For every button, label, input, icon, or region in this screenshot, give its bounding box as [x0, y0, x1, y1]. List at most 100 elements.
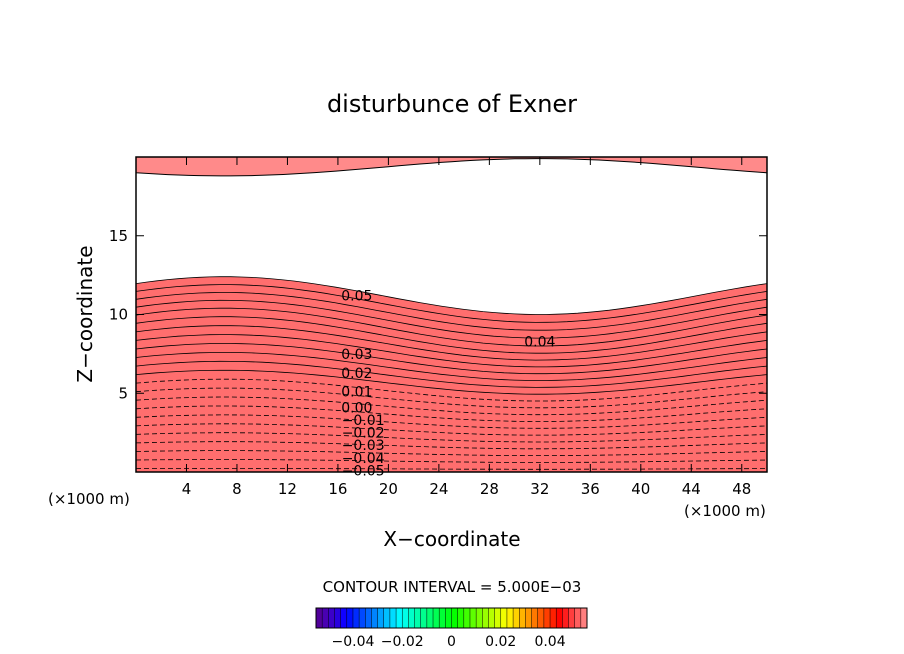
contour-line — [135, 441, 768, 450]
colorbar-segment — [556, 608, 563, 628]
colorbar — [315, 608, 588, 628]
colorbar-segment — [525, 608, 533, 628]
colorbar-segment — [469, 608, 477, 628]
colorbar-segment — [568, 608, 576, 628]
contour-label: −0.02 — [342, 426, 385, 442]
colorbar-segment — [580, 608, 588, 628]
colorbar-segment — [550, 608, 557, 628]
y-tick-label: 5 — [118, 384, 128, 402]
contour-line — [135, 414, 768, 429]
colorbar-segment — [562, 608, 570, 628]
contour-line — [135, 432, 768, 443]
y-axis-ticks: 5 10 15 — [109, 227, 767, 402]
x-tick-label: 8 — [232, 480, 242, 498]
colorbar-segment — [500, 608, 508, 628]
colorbar-tick-label: −0.02 — [381, 634, 424, 650]
contour-line — [135, 334, 768, 368]
contour-band — [136, 276, 767, 472]
colorbar-segment — [359, 608, 366, 628]
x-tick-label: 40 — [631, 480, 650, 498]
colorbar-segment — [426, 608, 434, 628]
y-axis-label: Z−coordinate — [73, 245, 97, 382]
contour-line — [135, 369, 768, 395]
contour-label: 0.01 — [341, 385, 372, 401]
colorbar-frame — [315, 607, 588, 629]
colorbar-tick-label: 0.02 — [485, 634, 516, 650]
x-tick-label: 48 — [732, 480, 751, 498]
colorbar-segment — [340, 608, 348, 628]
colorbar-segment — [439, 608, 446, 628]
x-tick-label: 12 — [278, 480, 297, 498]
colorbar-segment — [519, 608, 526, 628]
colorbar-segment — [383, 608, 391, 628]
contour-line — [135, 387, 768, 409]
x-axis-label: X−coordinate — [383, 527, 520, 551]
y-tick-label: 15 — [109, 227, 128, 245]
contour-band — [135, 156, 768, 177]
contour-label: 0.00 — [341, 400, 372, 416]
colorbar-segment — [389, 608, 397, 628]
colorbar-segment — [352, 608, 360, 628]
contour-label: 0.05 — [341, 289, 372, 305]
colorbar-tick-label: 0.04 — [534, 634, 565, 650]
colorbar-segment — [488, 608, 496, 628]
colorbar-segment — [445, 608, 452, 628]
contour-labels: 0.05 0.04 0.03 0.02 0.010.00−0.01−0.02−0.03−… — [341, 289, 555, 480]
contour-line — [135, 459, 768, 463]
contour-line — [135, 325, 768, 361]
contour-line — [135, 396, 768, 416]
x-tick-label: 36 — [581, 480, 600, 498]
contour-line — [135, 276, 768, 315]
colorbar-segment — [476, 608, 483, 628]
colorbar-segment — [543, 608, 551, 628]
colorbar-segment — [531, 608, 539, 628]
colorbar-segment — [451, 608, 459, 628]
contour-label: −0.04 — [342, 451, 385, 467]
colorbar-segment — [346, 608, 354, 628]
colorbar-segment — [506, 608, 514, 628]
colorbar-segment — [408, 608, 416, 628]
contour-line — [135, 423, 768, 436]
colorbar-segment — [574, 608, 582, 628]
colorbar-segment — [371, 608, 379, 628]
x-tick-label: 20 — [379, 480, 398, 498]
colorbar-segment — [513, 608, 520, 628]
chart-title: disturbunce of Exner — [327, 90, 577, 118]
colorbar-segment — [537, 608, 545, 628]
x-tick-label: 32 — [530, 480, 549, 498]
contour-lines — [135, 276, 768, 470]
x-unit-left: (×1000 m) — [48, 490, 130, 508]
colorbar-segment — [334, 608, 342, 628]
contour-line — [135, 378, 768, 402]
contour-line — [135, 343, 768, 375]
x-unit-right: (×1000 m) — [684, 502, 766, 520]
contour-label: 0.03 — [341, 347, 372, 363]
colorbar-segment — [377, 608, 385, 628]
colorbar-segment — [402, 608, 409, 628]
colorbar-tick-label: 0 — [447, 634, 456, 650]
x-tick-label: 4 — [182, 480, 192, 498]
x-axis-ticks: 4 8 12 16 20 24 28 32 36 40 44 48 — [182, 157, 751, 498]
colorbar-segment — [482, 608, 489, 628]
contour-label: 0.04 — [524, 334, 555, 350]
colorbar-segment — [316, 608, 323, 628]
contour-line — [135, 292, 768, 331]
contour-line — [135, 284, 768, 323]
contour-line — [135, 450, 768, 456]
contour-line — [135, 405, 768, 422]
colorbar-segment — [414, 608, 422, 628]
colorbar-segment — [322, 608, 329, 628]
colorbar-segment — [433, 608, 440, 628]
contour-line — [135, 316, 768, 354]
colorbar-tick-label: −0.04 — [332, 634, 375, 650]
colorbar-segment — [420, 608, 428, 628]
x-tick-label: 28 — [480, 480, 499, 498]
colorbar-segment — [396, 608, 403, 628]
contour-line — [135, 352, 768, 381]
contour-label: −0.03 — [342, 438, 385, 454]
colorbar-segment — [328, 608, 335, 628]
x-tick-label: 44 — [682, 480, 701, 498]
contour-line — [135, 299, 768, 339]
x-tick-label: 24 — [429, 480, 448, 498]
